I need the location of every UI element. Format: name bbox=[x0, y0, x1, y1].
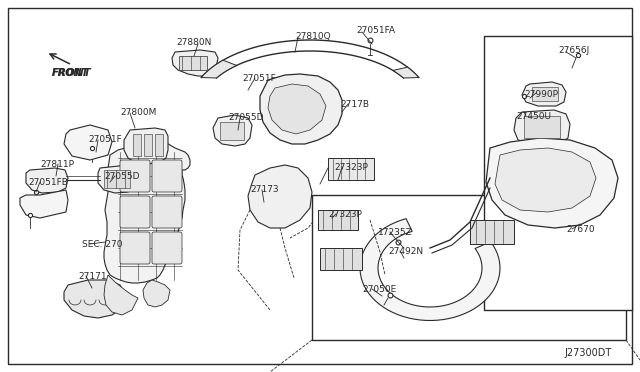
Text: 27880N: 27880N bbox=[176, 38, 211, 47]
Polygon shape bbox=[104, 275, 138, 315]
Bar bbox=[179, 56, 207, 70]
Polygon shape bbox=[64, 125, 112, 160]
Text: FRONT: FRONT bbox=[52, 68, 92, 78]
FancyBboxPatch shape bbox=[152, 196, 182, 228]
Bar bbox=[470, 220, 514, 244]
Text: 27656J: 27656J bbox=[558, 46, 589, 55]
Text: 27173: 27173 bbox=[250, 185, 278, 194]
Polygon shape bbox=[514, 110, 570, 144]
Text: J27300DT: J27300DT bbox=[564, 348, 611, 358]
Text: 27171: 27171 bbox=[78, 272, 107, 281]
Polygon shape bbox=[64, 280, 125, 318]
Text: 27990P: 27990P bbox=[524, 90, 558, 99]
Bar bbox=[133, 134, 141, 156]
Text: 27055D: 27055D bbox=[104, 172, 140, 181]
Bar bbox=[144, 134, 152, 156]
FancyBboxPatch shape bbox=[120, 196, 150, 228]
Bar bbox=[318, 210, 358, 230]
Text: 27800M: 27800M bbox=[120, 108, 156, 117]
Text: 27050E: 27050E bbox=[362, 285, 396, 294]
Polygon shape bbox=[201, 60, 237, 78]
Bar bbox=[532, 87, 558, 101]
Text: 27055D: 27055D bbox=[228, 113, 264, 122]
Bar bbox=[104, 170, 130, 188]
Text: 27810Q: 27810Q bbox=[295, 32, 331, 41]
Text: 27323P: 27323P bbox=[328, 210, 362, 219]
Text: 27051F: 27051F bbox=[88, 135, 122, 144]
Bar bbox=[316, 204, 366, 228]
Bar bbox=[220, 122, 244, 140]
Bar bbox=[155, 134, 163, 156]
FancyBboxPatch shape bbox=[120, 232, 150, 264]
Polygon shape bbox=[248, 165, 312, 228]
Polygon shape bbox=[495, 148, 596, 212]
Text: 27051F: 27051F bbox=[242, 74, 276, 83]
Bar bbox=[312, 195, 626, 340]
Text: 27450U: 27450U bbox=[516, 112, 551, 121]
Polygon shape bbox=[104, 140, 190, 283]
Bar bbox=[524, 116, 560, 138]
Polygon shape bbox=[486, 138, 618, 228]
Polygon shape bbox=[124, 128, 168, 164]
Text: SEC. 270: SEC. 270 bbox=[82, 240, 122, 249]
Polygon shape bbox=[98, 165, 136, 193]
Polygon shape bbox=[172, 50, 218, 76]
Text: 2717B: 2717B bbox=[340, 100, 369, 109]
Polygon shape bbox=[522, 82, 566, 106]
Text: 17235Z: 17235Z bbox=[378, 228, 413, 237]
Text: FRONT: FRONT bbox=[52, 68, 89, 78]
FancyBboxPatch shape bbox=[152, 232, 182, 264]
Bar bbox=[328, 158, 374, 180]
Text: 27492N: 27492N bbox=[388, 247, 423, 256]
FancyBboxPatch shape bbox=[120, 160, 150, 192]
Polygon shape bbox=[260, 74, 342, 144]
Polygon shape bbox=[26, 168, 68, 193]
Polygon shape bbox=[393, 67, 419, 78]
Bar bbox=[320, 248, 362, 270]
FancyBboxPatch shape bbox=[152, 160, 182, 192]
Text: 27811P: 27811P bbox=[40, 160, 74, 169]
Bar bbox=[484, 36, 632, 310]
Text: 27051FB: 27051FB bbox=[28, 178, 68, 187]
Polygon shape bbox=[360, 219, 500, 321]
Text: 27670: 27670 bbox=[566, 225, 595, 234]
Polygon shape bbox=[143, 280, 170, 307]
Polygon shape bbox=[213, 115, 252, 146]
Polygon shape bbox=[20, 190, 68, 218]
Text: 27051FA: 27051FA bbox=[356, 26, 395, 35]
Polygon shape bbox=[268, 84, 326, 134]
Text: 27323P: 27323P bbox=[334, 163, 368, 172]
